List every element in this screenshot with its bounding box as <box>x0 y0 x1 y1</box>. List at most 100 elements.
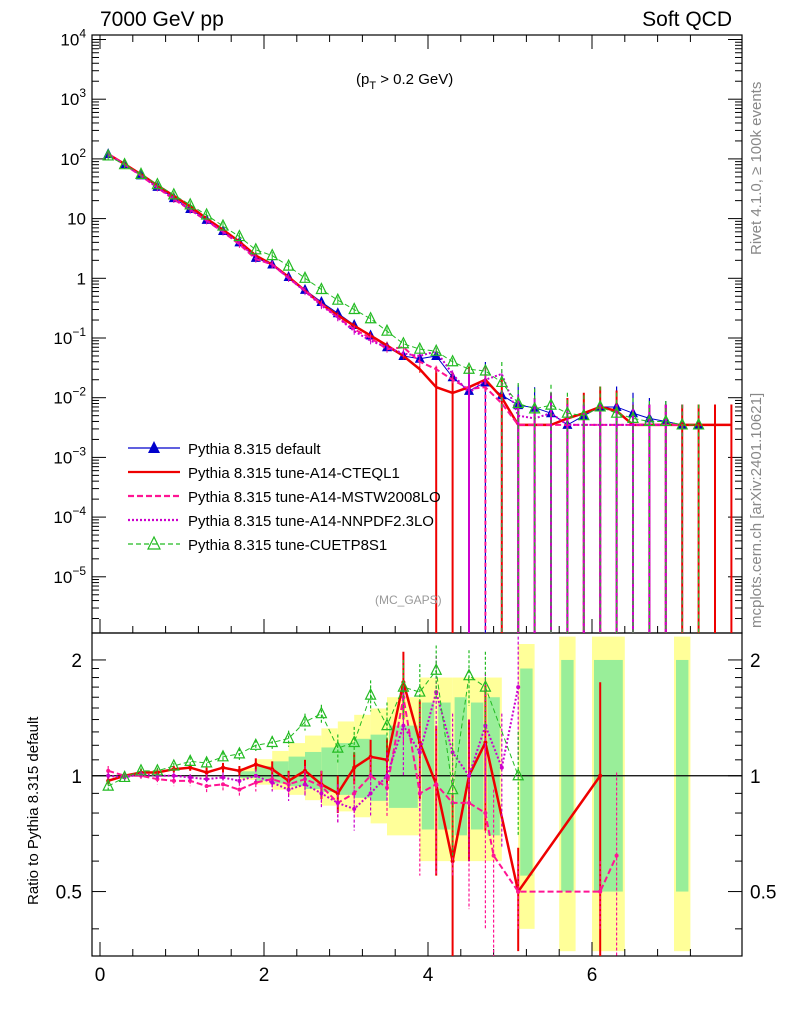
ratio-point <box>483 723 488 728</box>
legend-label: Pythia 8.315 tune-A14-NNPDF2.3LO <box>188 513 434 530</box>
ratio-point <box>253 780 258 785</box>
ratio-point <box>237 768 242 773</box>
ratio-line <box>107 669 519 790</box>
ratio-point <box>200 755 213 768</box>
ratio-point <box>118 770 131 783</box>
ratio-point <box>315 706 328 719</box>
main-point <box>167 187 180 200</box>
ratio-tick-label-left: 0.5 <box>56 883 82 904</box>
main-line <box>107 152 683 426</box>
legend-label: Pythia 8.315 tune-A14-MSTW2008LO <box>188 489 441 506</box>
ratio-point <box>167 758 180 771</box>
green-band <box>471 702 484 830</box>
ratio-point <box>368 773 373 778</box>
ratio-point <box>417 740 422 745</box>
ratio-point <box>381 718 393 731</box>
ratio-point <box>512 768 525 781</box>
main-point <box>151 177 164 190</box>
main-line <box>107 153 732 427</box>
y-tick-label: 104 <box>60 27 86 50</box>
green-band <box>487 697 500 836</box>
ratio-line <box>107 697 618 893</box>
ratio-tick-label-left: 1 <box>71 767 82 788</box>
y-tick-label: 10 <box>67 210 86 229</box>
legend-marker <box>148 441 160 453</box>
x-axis-ticks: 0 2 4 6 <box>95 35 691 986</box>
main-point <box>200 207 213 220</box>
header-left-title: 7000 GeV pp <box>100 8 224 31</box>
ratio-point <box>352 806 357 811</box>
ratio-point <box>483 740 488 745</box>
ratio-point <box>171 773 176 778</box>
main-point <box>397 336 410 349</box>
y-tick-label: 10−1 <box>53 325 86 348</box>
ratio-point <box>434 782 439 787</box>
main-point <box>282 258 295 271</box>
ratio-point <box>217 749 229 762</box>
ratio-tick-label-right: 0.5 <box>750 883 776 904</box>
ratio-point <box>106 768 111 773</box>
green-band <box>321 747 338 792</box>
ratio-point <box>237 778 242 783</box>
ratio-point <box>266 735 279 748</box>
main-series-lines <box>102 148 733 633</box>
ratio-point <box>335 800 340 805</box>
ratio-point <box>253 773 258 778</box>
ratio-point <box>397 679 410 692</box>
ratio-point <box>467 773 471 778</box>
main-point <box>184 197 197 210</box>
green-band <box>354 738 371 798</box>
ratio-point <box>352 791 357 796</box>
main-point <box>659 414 672 427</box>
ratio-point <box>135 763 147 776</box>
ratio-point <box>385 773 389 778</box>
ratio-point <box>401 723 406 728</box>
main-point <box>479 363 492 376</box>
ratio-point <box>188 765 193 770</box>
ratio-point <box>491 853 496 858</box>
main-point <box>610 405 623 418</box>
ratio-point <box>516 889 521 894</box>
ratio-point <box>286 787 291 792</box>
header-right-title: Soft QCD <box>642 8 732 31</box>
y-tick-label: 10−2 <box>53 385 86 408</box>
ratio-tick-label-right: 2 <box>750 651 761 672</box>
main-point <box>249 242 262 255</box>
main-line <box>107 155 699 426</box>
ratio-point <box>335 791 340 796</box>
ratio-point <box>221 775 225 780</box>
ratio-point <box>516 685 521 690</box>
ratio-line <box>108 686 520 811</box>
main-point <box>594 399 607 412</box>
ratio-panel-frame <box>91 632 743 957</box>
ratio-point <box>102 778 115 791</box>
ratio-point <box>364 687 377 700</box>
green-band <box>520 668 533 876</box>
x-tick-label: 0 <box>95 965 106 986</box>
ratio-point <box>221 782 225 787</box>
ratio-point <box>106 773 111 778</box>
x-tick-label: 4 <box>423 965 434 986</box>
ratio-point <box>237 787 242 792</box>
main-point <box>331 292 344 305</box>
ratio-point <box>450 750 455 755</box>
x-tick-label: 6 <box>587 965 598 986</box>
y-tick-label: 103 <box>60 86 86 109</box>
ratio-point <box>352 765 357 770</box>
main-point <box>463 361 475 374</box>
y-tick-label: 10−3 <box>53 444 86 467</box>
watermark-label: (MC_GAPS) <box>375 593 442 607</box>
ratio-point <box>221 765 225 770</box>
main-point <box>676 417 689 430</box>
ratio-point <box>331 740 344 753</box>
ratio-point <box>184 754 197 766</box>
ratio-point <box>151 763 164 776</box>
ratio-tick-label-left: 2 <box>71 651 82 672</box>
ratio-point <box>499 765 504 770</box>
legend: Pythia 8.315 default Pythia 8.315 tune-A1… <box>128 441 441 554</box>
ratio-point <box>303 782 307 787</box>
ratio-point <box>249 737 262 750</box>
green-band <box>337 743 355 795</box>
